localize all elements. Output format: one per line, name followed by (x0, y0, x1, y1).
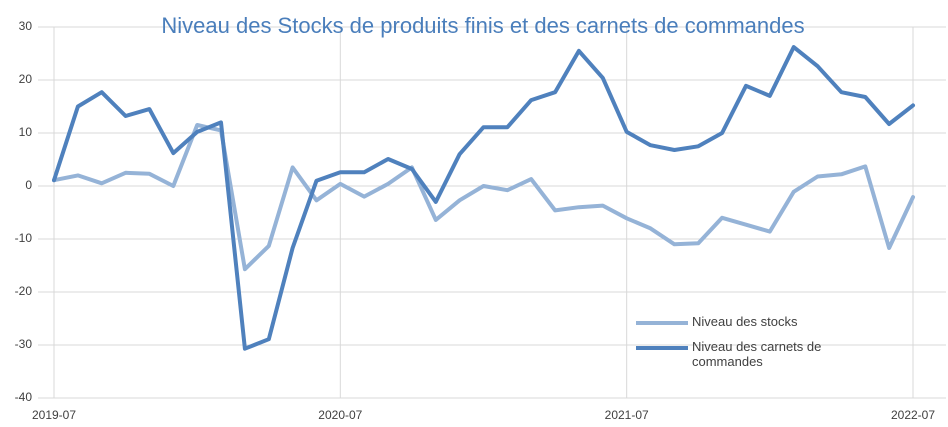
legend-entry: Niveau des stocks (636, 314, 886, 329)
y-tick-label: 10 (19, 125, 33, 139)
y-tick-label: 0 (25, 178, 32, 192)
y-tick-label: -30 (15, 337, 33, 351)
chart-title: Niveau des Stocks de produits finis et d… (161, 13, 805, 38)
y-tick-label: 30 (19, 19, 33, 33)
y-tick-label: 20 (19, 72, 33, 86)
legend-swatch (636, 321, 688, 325)
legend-entry: Niveau des carnets de commandes (636, 339, 886, 369)
y-tick-label: -20 (15, 284, 33, 298)
legend-label: Niveau des carnets de commandes (692, 339, 822, 369)
legend-swatch (636, 346, 688, 350)
legend-label: Niveau des stocks (692, 314, 798, 329)
x-tick-label: 2021-07 (605, 408, 649, 422)
series-line (52, 45, 915, 351)
x-tick-label: 2019-07 (32, 408, 76, 422)
series-line (52, 123, 915, 272)
legend: Niveau des stocks Niveau des carnets de c… (636, 314, 886, 379)
y-tick-label: -10 (15, 231, 33, 245)
x-tick-label: 2022-07 (891, 408, 935, 422)
y-tick-label: -40 (15, 390, 33, 404)
x-tick-label: 2020-07 (318, 408, 362, 422)
